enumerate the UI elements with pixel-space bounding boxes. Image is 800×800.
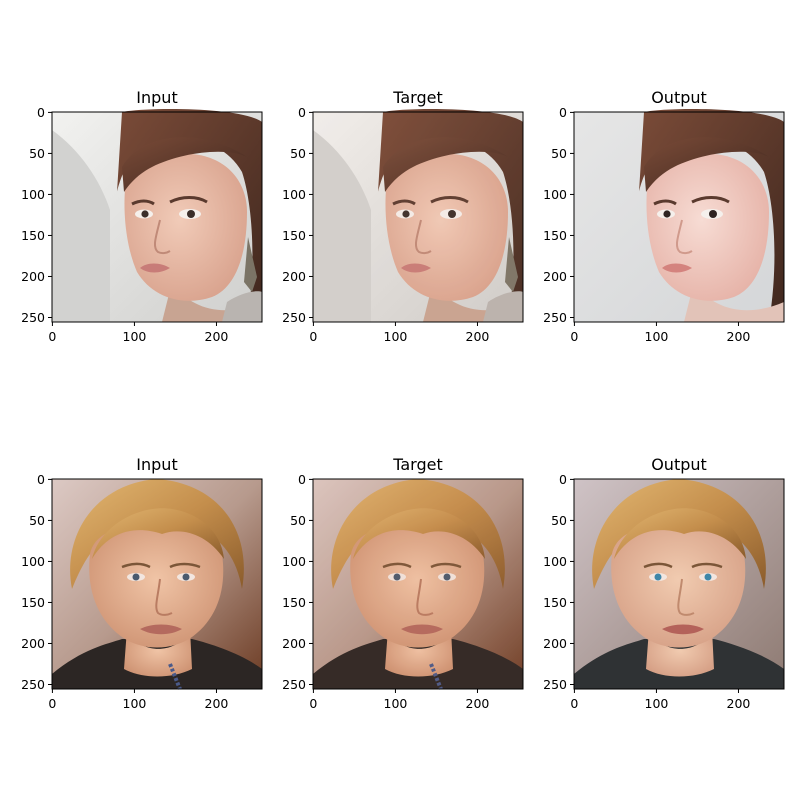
x-tick-label: 200 bbox=[205, 696, 229, 711]
face-image bbox=[311, 477, 525, 691]
y-tick-label: 250 bbox=[21, 310, 45, 325]
x-tick-label: 100 bbox=[384, 696, 408, 711]
y-tick-label: 250 bbox=[543, 310, 567, 325]
x-tick-label: 200 bbox=[727, 329, 751, 344]
y-tick-label: 100 bbox=[543, 554, 567, 569]
y-tick-label: 150 bbox=[543, 228, 567, 243]
y-tick-label: 150 bbox=[282, 228, 306, 243]
x-tick-label: 0 bbox=[309, 696, 317, 711]
y-tick-label: 100 bbox=[282, 554, 306, 569]
panel-row2-input: Input bbox=[50, 455, 264, 691]
y-tick-label: 50 bbox=[29, 146, 45, 161]
y-tick-label: 200 bbox=[282, 636, 306, 651]
face-image bbox=[50, 477, 264, 691]
x-tick-label: 100 bbox=[123, 329, 147, 344]
y-tick-label: 50 bbox=[551, 146, 567, 161]
face-image bbox=[574, 479, 784, 689]
panel-row1-target: Target bbox=[312, 88, 525, 324]
y-tick-label: 50 bbox=[290, 513, 306, 528]
y-tick-label: 50 bbox=[551, 513, 567, 528]
y-tick-label: 250 bbox=[543, 677, 567, 692]
panel-row2-target: Target bbox=[311, 455, 525, 691]
x-tick-label: 200 bbox=[466, 696, 490, 711]
y-tick-label: 100 bbox=[21, 187, 45, 202]
face-image bbox=[52, 107, 264, 324]
panel-title: Target bbox=[392, 455, 443, 474]
panel-title: Output bbox=[651, 88, 707, 107]
panel-title: Target bbox=[392, 88, 443, 107]
x-tick-label: 0 bbox=[309, 329, 317, 344]
y-tick-label: 150 bbox=[21, 228, 45, 243]
y-tick-label: 150 bbox=[543, 595, 567, 610]
y-tick-label: 0 bbox=[298, 472, 306, 487]
x-tick-label: 0 bbox=[48, 696, 56, 711]
y-tick-label: 100 bbox=[543, 187, 567, 202]
face-image bbox=[574, 109, 784, 323]
y-tick-label: 100 bbox=[282, 187, 306, 202]
panel-title: Output bbox=[651, 455, 707, 474]
y-tick-label: 150 bbox=[282, 595, 306, 610]
x-tick-label: 0 bbox=[570, 696, 578, 711]
y-tick-label: 250 bbox=[21, 677, 45, 692]
y-tick-label: 200 bbox=[543, 636, 567, 651]
y-tick-label: 150 bbox=[21, 595, 45, 610]
x-tick-label: 200 bbox=[727, 696, 751, 711]
panel-row1-output: Output bbox=[573, 88, 785, 323]
x-tick-label: 200 bbox=[466, 329, 490, 344]
y-tick-label: 0 bbox=[559, 105, 567, 120]
y-tick-label: 0 bbox=[37, 472, 45, 487]
x-tick-label: 100 bbox=[123, 696, 147, 711]
y-tick-label: 200 bbox=[282, 269, 306, 284]
panel-row1-input: Input bbox=[51, 88, 264, 324]
x-tick-label: 200 bbox=[205, 329, 229, 344]
y-tick-label: 100 bbox=[21, 554, 45, 569]
y-tick-label: 200 bbox=[21, 269, 45, 284]
y-tick-label: 250 bbox=[282, 310, 306, 325]
face-image bbox=[313, 107, 525, 324]
y-tick-label: 250 bbox=[282, 677, 306, 692]
y-tick-label: 0 bbox=[559, 472, 567, 487]
y-tick-label: 200 bbox=[21, 636, 45, 651]
y-tick-label: 200 bbox=[543, 269, 567, 284]
panel-title: Input bbox=[136, 88, 177, 107]
panel-title: Input bbox=[136, 455, 177, 474]
panel-row2-output: Output bbox=[573, 455, 785, 690]
x-tick-label: 0 bbox=[48, 329, 56, 344]
x-tick-label: 100 bbox=[384, 329, 408, 344]
y-tick-label: 0 bbox=[298, 105, 306, 120]
x-tick-label: 0 bbox=[570, 329, 578, 344]
x-tick-label: 100 bbox=[645, 329, 669, 344]
y-tick-label: 50 bbox=[29, 513, 45, 528]
x-tick-label: 100 bbox=[645, 696, 669, 711]
y-tick-label: 50 bbox=[290, 146, 306, 161]
y-tick-label: 0 bbox=[37, 105, 45, 120]
